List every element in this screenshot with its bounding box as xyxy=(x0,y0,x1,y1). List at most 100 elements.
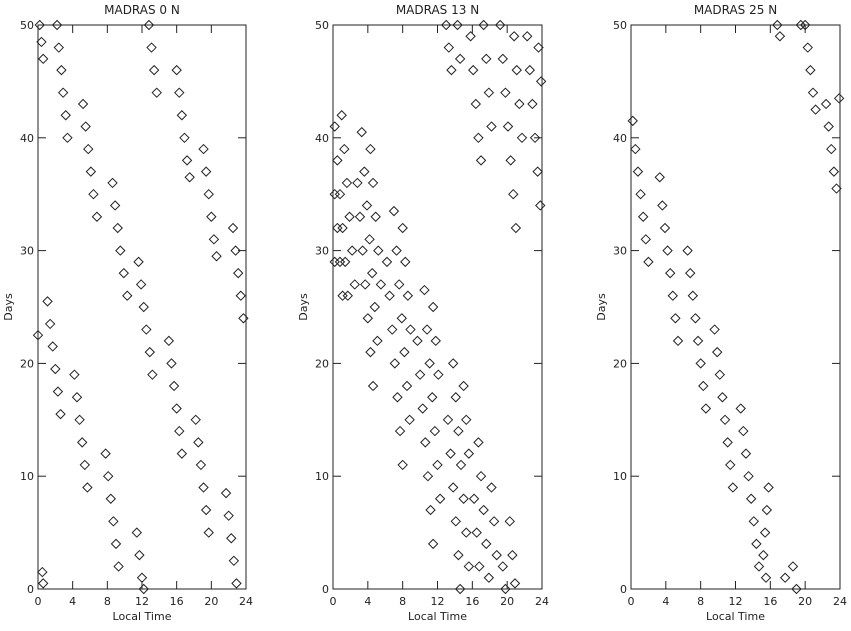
point xyxy=(427,392,438,403)
x-tick-label: 20 xyxy=(204,595,218,608)
x-tick-label: 12 xyxy=(729,595,743,608)
point xyxy=(505,155,516,166)
point xyxy=(32,329,44,341)
point xyxy=(198,143,209,155)
point xyxy=(659,222,671,234)
point xyxy=(36,36,47,48)
point xyxy=(632,166,644,177)
point xyxy=(509,578,521,589)
point xyxy=(502,121,514,132)
x-axis-label: Local Time xyxy=(706,610,765,623)
point xyxy=(362,313,374,324)
point xyxy=(360,279,371,290)
point xyxy=(53,42,65,53)
point xyxy=(60,110,71,121)
point xyxy=(174,425,185,437)
point xyxy=(208,234,220,245)
point xyxy=(174,87,185,98)
point xyxy=(745,493,757,504)
point xyxy=(511,64,522,76)
point xyxy=(397,459,408,471)
point xyxy=(709,324,720,335)
x-tick-label: 24 xyxy=(535,595,549,608)
point xyxy=(429,425,441,437)
x-tick-label: 12 xyxy=(135,595,149,608)
point xyxy=(488,516,500,527)
point xyxy=(475,155,487,166)
point xyxy=(430,335,441,347)
point xyxy=(717,392,728,403)
point xyxy=(231,578,242,589)
x-tick-label: 4 xyxy=(69,595,76,608)
point xyxy=(463,561,475,572)
point xyxy=(352,177,363,189)
point xyxy=(759,527,771,538)
point xyxy=(654,172,665,183)
point xyxy=(455,459,467,471)
point xyxy=(427,538,439,550)
point xyxy=(507,549,518,561)
point xyxy=(463,448,475,459)
point xyxy=(138,301,149,313)
point xyxy=(370,211,381,222)
point xyxy=(772,19,783,31)
point xyxy=(148,64,160,76)
x-tick-label: 8 xyxy=(104,595,111,608)
point xyxy=(80,121,91,132)
point xyxy=(672,335,684,347)
point xyxy=(227,222,239,234)
point xyxy=(446,64,457,76)
point xyxy=(682,245,693,256)
point xyxy=(391,245,402,256)
point xyxy=(393,279,405,290)
point xyxy=(434,493,446,504)
y-axis-label: Days xyxy=(297,293,310,321)
y-tick-label: 40 xyxy=(315,132,329,145)
point xyxy=(791,583,802,595)
point xyxy=(627,115,638,127)
point xyxy=(454,583,466,595)
y-tick-label: 20 xyxy=(315,357,329,370)
point xyxy=(753,561,765,572)
point xyxy=(52,386,64,397)
y-tick-label: 10 xyxy=(20,470,34,483)
y-tick-label: 40 xyxy=(613,132,627,145)
point xyxy=(695,358,706,369)
point xyxy=(232,267,244,279)
point xyxy=(112,222,123,234)
point xyxy=(664,267,676,279)
point xyxy=(532,166,543,177)
point xyxy=(163,335,175,347)
point xyxy=(332,155,343,166)
point xyxy=(473,437,484,448)
point xyxy=(329,188,340,200)
point xyxy=(722,437,733,448)
y-tick-label: 10 xyxy=(315,470,329,483)
point xyxy=(357,245,368,256)
y-tick-label: 30 xyxy=(20,245,34,258)
point xyxy=(698,380,709,392)
point xyxy=(458,493,469,504)
point xyxy=(478,19,489,31)
point xyxy=(452,19,463,31)
point xyxy=(823,121,834,132)
point xyxy=(667,290,679,301)
x-tick-label: 0 xyxy=(628,595,635,608)
point xyxy=(826,143,837,155)
point xyxy=(200,166,212,177)
point xyxy=(85,166,97,177)
point xyxy=(339,143,350,155)
point xyxy=(412,335,423,347)
point xyxy=(381,256,393,268)
point xyxy=(748,516,759,527)
point xyxy=(414,369,426,380)
point xyxy=(220,487,232,499)
point xyxy=(113,561,124,572)
point xyxy=(779,572,791,583)
point xyxy=(483,87,495,98)
point xyxy=(108,516,119,527)
point xyxy=(372,335,383,347)
point xyxy=(342,290,354,301)
point xyxy=(760,572,772,583)
point xyxy=(198,482,209,493)
